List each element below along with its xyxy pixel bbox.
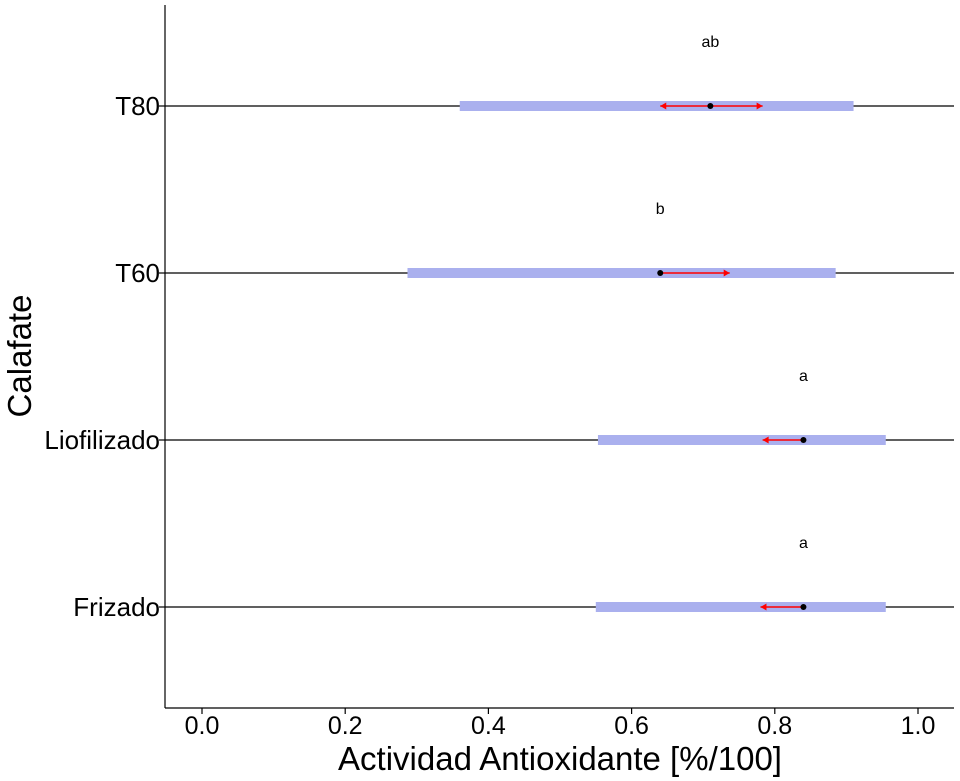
mean-point bbox=[800, 437, 807, 443]
arrow-head-left bbox=[660, 102, 667, 110]
ci-band bbox=[597, 435, 886, 445]
x-tick-label: 0.0 bbox=[185, 712, 220, 740]
group-letter: a bbox=[799, 368, 808, 385]
mean-point bbox=[707, 103, 714, 109]
arrow-head-right bbox=[756, 102, 763, 110]
arrow-head-left bbox=[760, 603, 767, 611]
arrow-head-right bbox=[723, 269, 730, 277]
ci-band bbox=[407, 268, 836, 278]
category-label: Frizado bbox=[73, 592, 160, 622]
x-tick-label: 0.8 bbox=[757, 712, 792, 740]
x-tick-label: 1.0 bbox=[901, 712, 936, 740]
x-tick-label: 0.4 bbox=[471, 712, 506, 740]
mean-point bbox=[657, 270, 664, 276]
group-letter: b bbox=[656, 201, 665, 218]
x-axis-title: Actividad Antioxidante [%/100] bbox=[338, 740, 782, 777]
ci-band bbox=[595, 602, 886, 612]
y-axis-title: Calafate bbox=[1, 295, 38, 418]
category-label: T80 bbox=[115, 91, 160, 121]
ci-band bbox=[459, 101, 854, 111]
x-tick-label: 0.2 bbox=[328, 712, 363, 740]
mean-point bbox=[800, 604, 807, 610]
arrow-head-left bbox=[762, 436, 769, 444]
group-letter: a bbox=[799, 535, 808, 552]
group-letter: ab bbox=[701, 34, 719, 51]
x-tick-label: 0.6 bbox=[614, 712, 649, 740]
category-label: Liofilizado bbox=[44, 425, 160, 455]
category-label: T60 bbox=[115, 258, 160, 288]
